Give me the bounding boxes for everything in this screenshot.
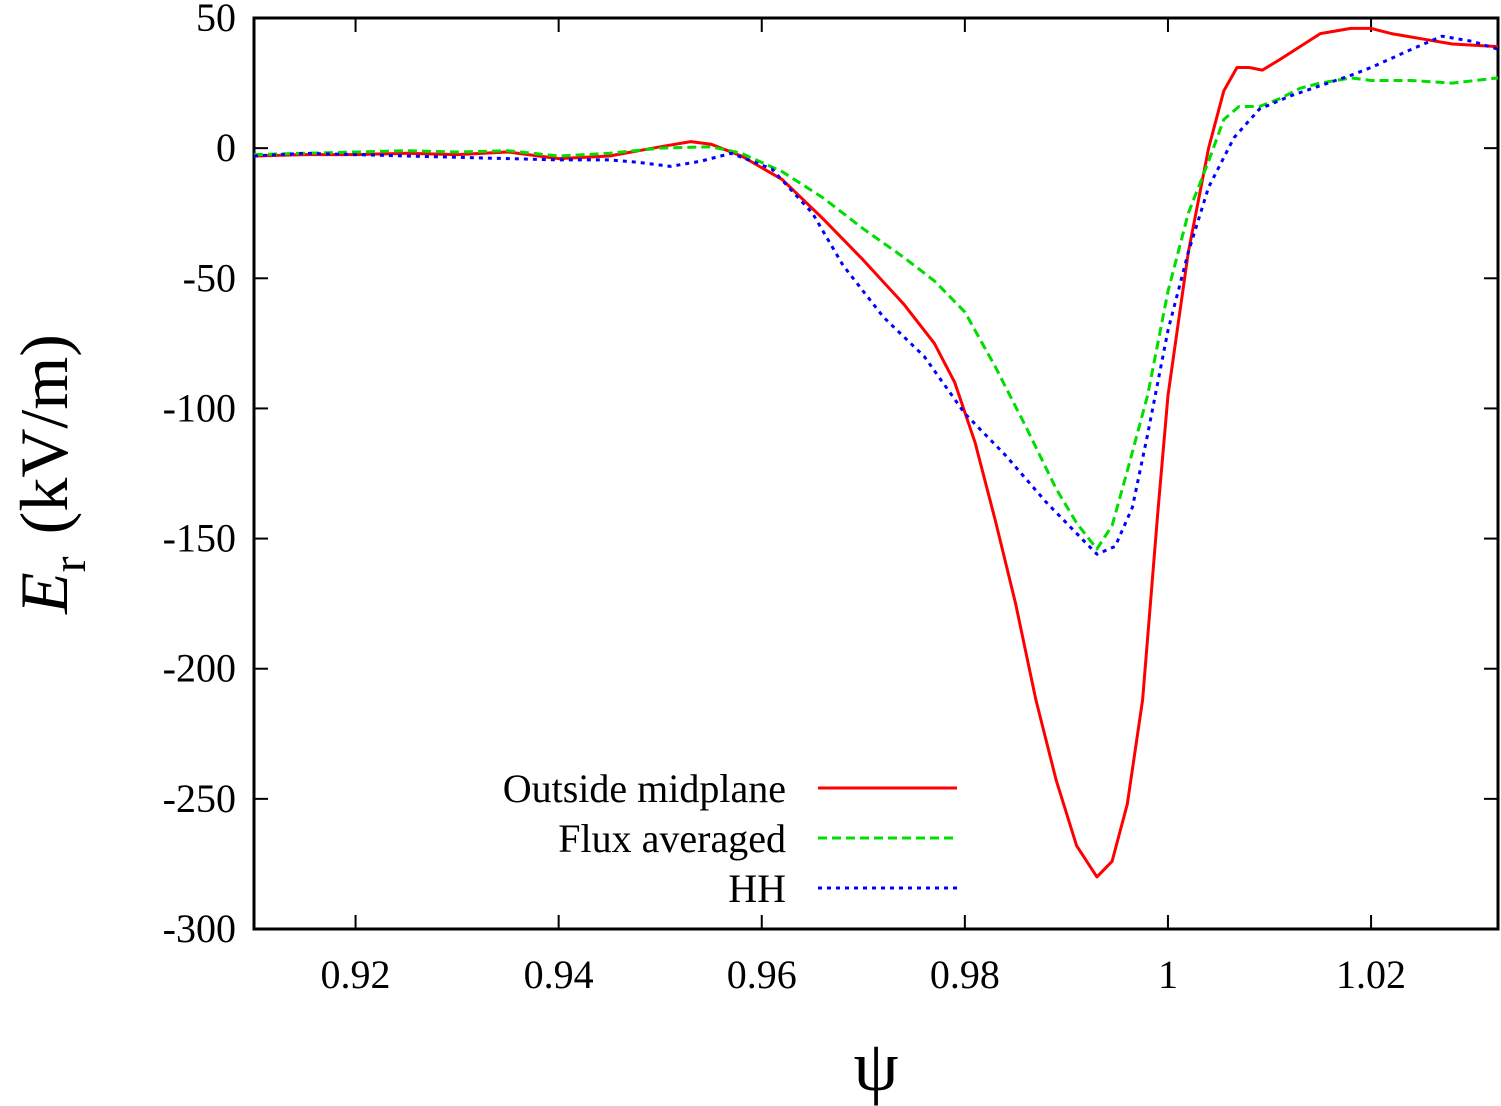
- series-line-1: [253, 26, 1499, 879]
- y-tick-label: -100: [163, 385, 236, 430]
- y-tick-label: -50: [183, 255, 236, 300]
- series-line-2: [253, 76, 1499, 551]
- legend-label-2: Flux averaged: [558, 816, 786, 861]
- x-tick-label: 0.94: [524, 952, 594, 997]
- y-axis-unit: (kV/m): [6, 334, 82, 534]
- x-tick-label: 1: [1158, 952, 1178, 997]
- y-tick-label: -200: [163, 646, 236, 691]
- legend: Outside midplane Flux averaged HH: [503, 766, 957, 911]
- x-tick-label: 0.92: [321, 952, 391, 997]
- legend-label-1: Outside midplane: [503, 766, 786, 811]
- y-tick-label: -300: [163, 906, 236, 951]
- y-tick-label: 50: [196, 0, 236, 40]
- x-axis-label: ψ: [853, 1026, 898, 1106]
- y-axis-subscript: r: [43, 556, 96, 572]
- y-axis-label: Er (kV/m): [6, 334, 96, 615]
- x-tick-label: 0.96: [727, 952, 797, 997]
- series-group: [253, 26, 1499, 879]
- axis-ticks: 0.92 0.94 0.96 0.98 1 1.02 50 0 -50 -100 -150 -200 -…: [163, 0, 1498, 997]
- legend-label-3: HH: [728, 866, 786, 911]
- y-tick-label: -150: [163, 516, 236, 561]
- y-tick-label: 0: [216, 125, 236, 170]
- series-line-3: [253, 34, 1499, 556]
- x-tick-label: 0.98: [930, 952, 1000, 997]
- y-tick-label: -250: [163, 776, 236, 821]
- x-tick-label: 1.02: [1336, 952, 1406, 997]
- plot-frame: [252, 16, 1500, 931]
- y-axis-symbol: E: [6, 572, 82, 615]
